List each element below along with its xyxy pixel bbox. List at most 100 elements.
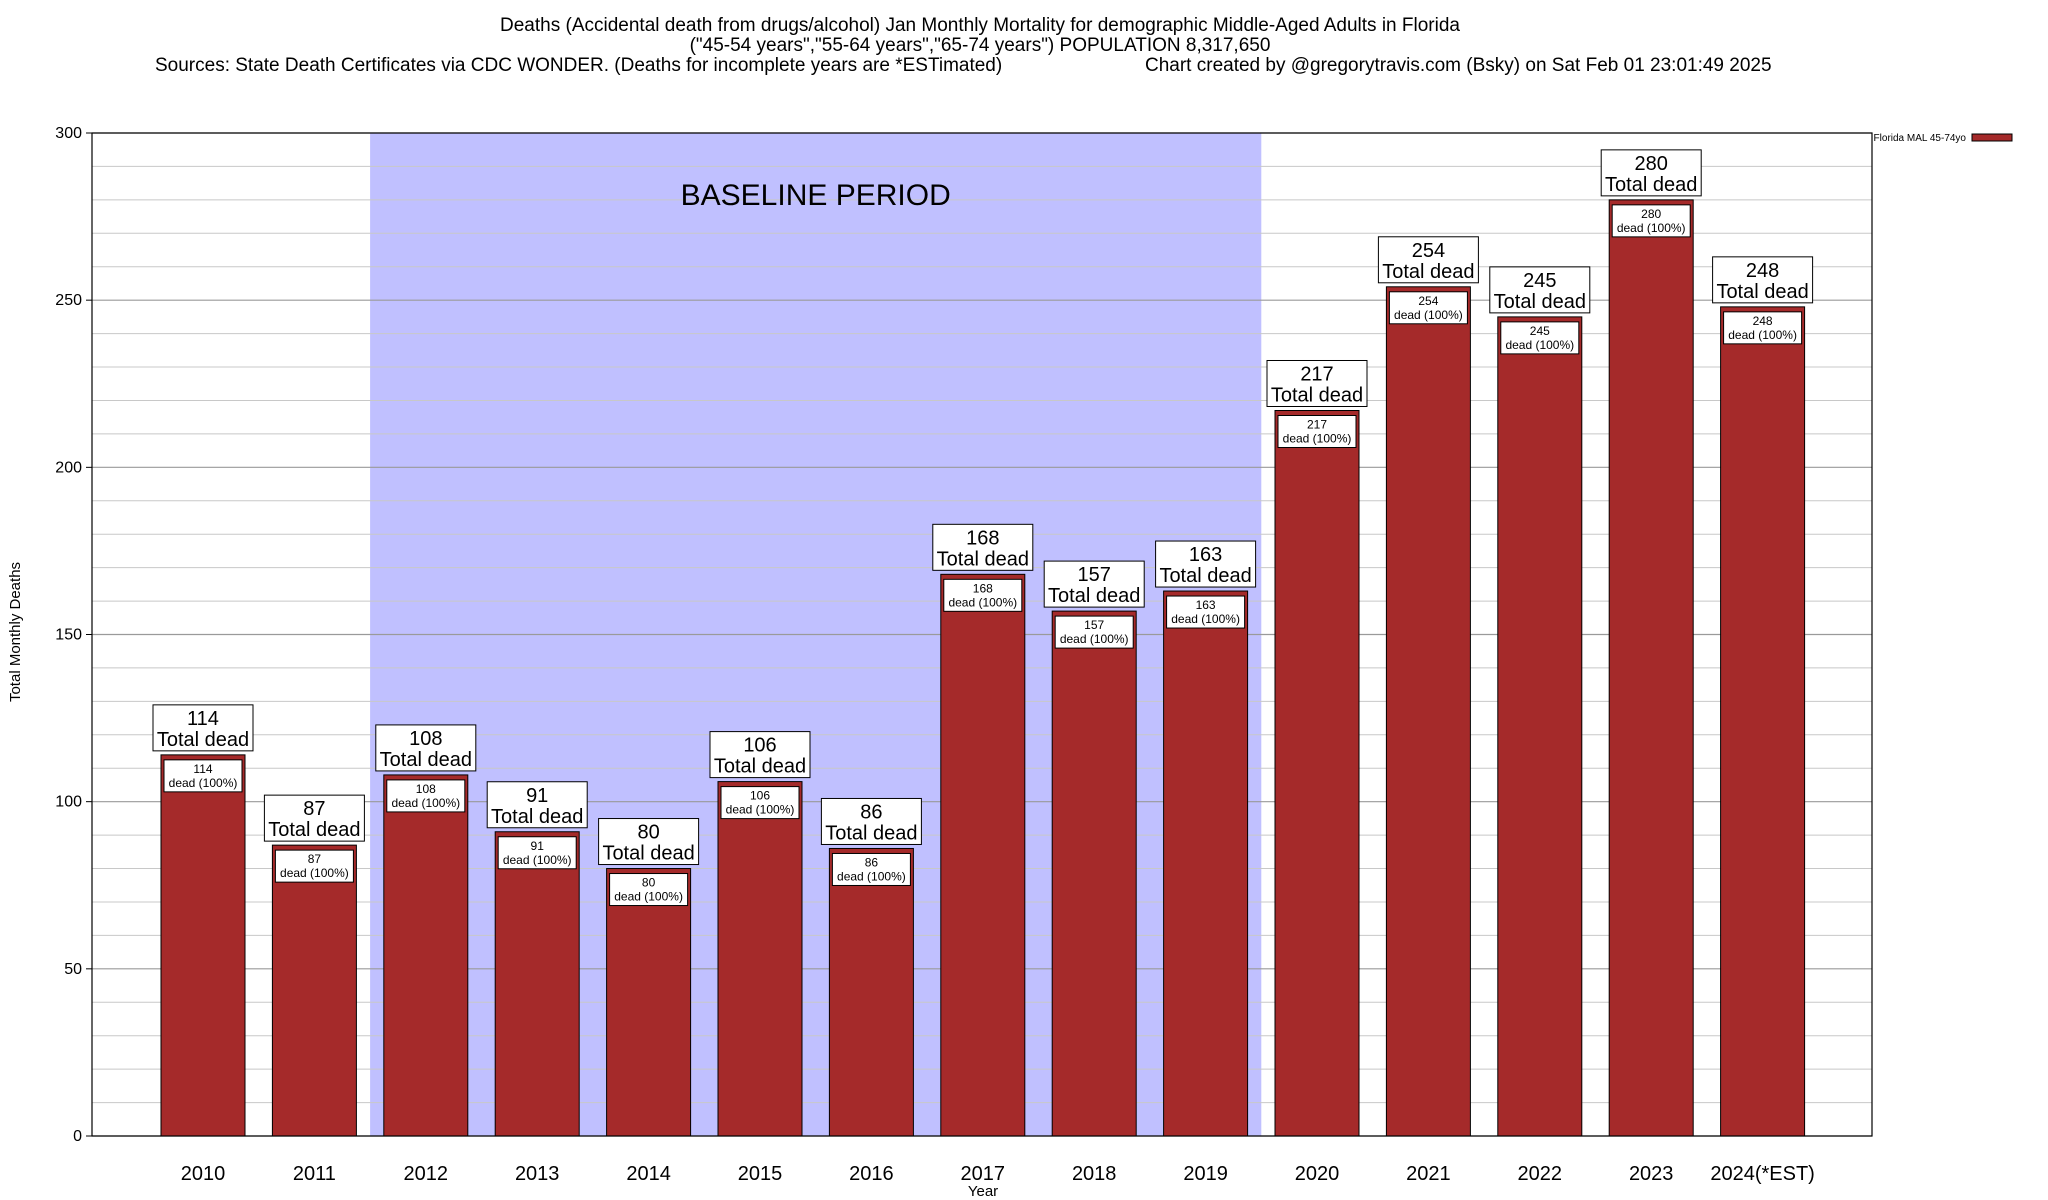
chart-title-line-2: ("45-54 years","55-64 years","65-74 year… [690,35,1271,56]
bar-top-value-label: 217 [1300,363,1333,385]
bar-inner-percent-label: dead (100%) [1394,308,1463,322]
bar-inner-value-label: 91 [531,839,545,853]
x-tick-label: 2022 [1518,1163,1563,1185]
x-tick-label: 2016 [849,1163,894,1185]
bar-inner-label-box [609,873,689,907]
x-axis-label: Year [968,1183,998,1200]
bar-top-label-box [1489,266,1591,314]
bar-top-value-label: 280 [1635,153,1668,175]
bar-top-total-label: Total dead [268,819,360,841]
bar-top-total-label: Total dead [157,729,249,751]
bar-2014 [606,868,692,1137]
bar-inner-label-box [386,779,466,813]
bar-2022 [1497,316,1583,1137]
bar-inner-percent-label: dead (100%) [726,803,795,817]
bar-inner-label-box [1388,291,1468,325]
bar-inner-percent-label: dead (100%) [948,595,1017,609]
bar-top-label-box [932,523,1034,571]
legend-series-name: Florida MAL 45-74yo [1874,133,1967,144]
bar-inner-value-label: 80 [642,876,656,890]
bar-inner-value-label: 168 [973,581,993,595]
bar-inner-label-box [1054,615,1134,649]
bar-top-total-label: Total dead [1716,281,1808,303]
bar-2023 [1608,199,1694,1137]
bar-top-total-label: Total dead [380,749,472,771]
bar-top-value-label: 106 [743,735,776,757]
bar-top-total-label: Total dead [1271,384,1363,406]
bar-top-total-label: Total dead [1494,291,1586,313]
bar-top-total-label: Total dead [714,756,806,778]
bar-top-value-label: 245 [1523,270,1556,292]
x-tick-label: 2017 [961,1163,1006,1185]
x-tick-label: 2019 [1183,1163,1228,1185]
x-tick-label: 2011 [293,1163,336,1185]
bar-top-value-label: 163 [1189,544,1222,566]
bar-inner-percent-label: dead (100%) [1505,338,1574,352]
bar-top-label-box [486,781,588,829]
y-axis-ticks: 0 50 100 150 200 250 300 [55,125,92,1145]
y-tick-label: 250 [55,292,82,309]
bar-inner-value-label: 217 [1307,417,1327,431]
bar-top-label-box [709,731,811,779]
baseline-period-label: BASELINE PERIOD [681,179,951,212]
bar-inner-percent-label: dead (100%) [391,796,460,810]
bar-inner-percent-label: dead (100%) [280,866,349,880]
y-tick-label: 0 [73,1128,82,1145]
bar-inner-label-box [274,849,354,883]
bar-inner-value-label: 248 [1753,314,1773,328]
bar-2019 [1163,590,1249,1137]
bar-top-total-label: Total dead [1382,261,1474,283]
bar-2020 [1274,409,1360,1137]
x-axis-ticks: 2010 2011 2012 2013 2014 2015 2016 2017 2018 2019… [181,1163,1815,1185]
bar-inner-percent-label: dead (100%) [614,890,683,904]
bar-inner-label-box [1277,414,1357,448]
bar-top-value-label: 168 [966,527,999,549]
bar-top-value-label: 108 [409,728,442,750]
y-tick-label: 200 [55,459,82,476]
y-tick-label: 300 [55,125,82,142]
bar-inner-label-box [943,578,1023,612]
bar-top-label-box [263,794,365,842]
bar-top-value-label: 86 [860,801,882,823]
bar-2012 [383,774,469,1137]
y-tick-label: 150 [55,627,82,644]
x-tick-label: 2014 [626,1163,671,1185]
bar-inner-value-label: 163 [1196,598,1216,612]
y-tick-label: 50 [64,961,82,978]
bar-top-label-box [820,797,922,845]
x-tick-label: 2012 [404,1163,449,1185]
x-tick-label: 2010 [181,1163,226,1185]
legend: Florida MAL 45-74yo [1874,133,2013,144]
bar-inner-value-label: 254 [1418,294,1438,308]
bar-top-total-label: Total dead [1605,174,1697,196]
bar-inner-percent-label: dead (100%) [169,776,238,790]
bar-inner-label-box [1611,204,1691,238]
bar-inner-value-label: 108 [416,782,436,796]
bar-top-label-box [1600,149,1702,197]
bar-top-label-box [598,818,700,866]
chart-sources-text: Sources: State Death Certificates via CD… [155,55,1002,76]
bar-2016 [828,847,914,1137]
bar-inner-value-label: 157 [1084,618,1104,632]
bar-top-total-label: Total dead [1159,565,1251,587]
bar-top-label-box [1155,540,1257,588]
bar-top-value-label: 157 [1078,564,1111,586]
bar-2017 [940,573,1026,1137]
bar-inner-percent-label: dead (100%) [837,869,906,883]
bar-inner-percent-label: dead (100%) [503,853,572,867]
bars [160,199,1806,1137]
chart-title: Deaths (Accidental death from drugs/alco… [155,15,1772,76]
legend-swatch [1971,133,2013,142]
x-tick-label: 2021 [1406,1163,1451,1185]
bar-inner-label-box [1500,321,1580,355]
bar-inner-label-box [720,786,800,820]
bar-inner-value-label: 86 [865,855,879,869]
bar-inner-value-label: 114 [193,762,212,776]
bar-top-value-label: 114 [187,708,219,730]
chart-title-line-1: Deaths (Accidental death from drugs/alco… [500,15,1460,36]
bar-inner-label-box [497,836,577,870]
bar-top-value-label: 254 [1412,240,1445,262]
bar-top-value-label: 80 [637,822,659,844]
